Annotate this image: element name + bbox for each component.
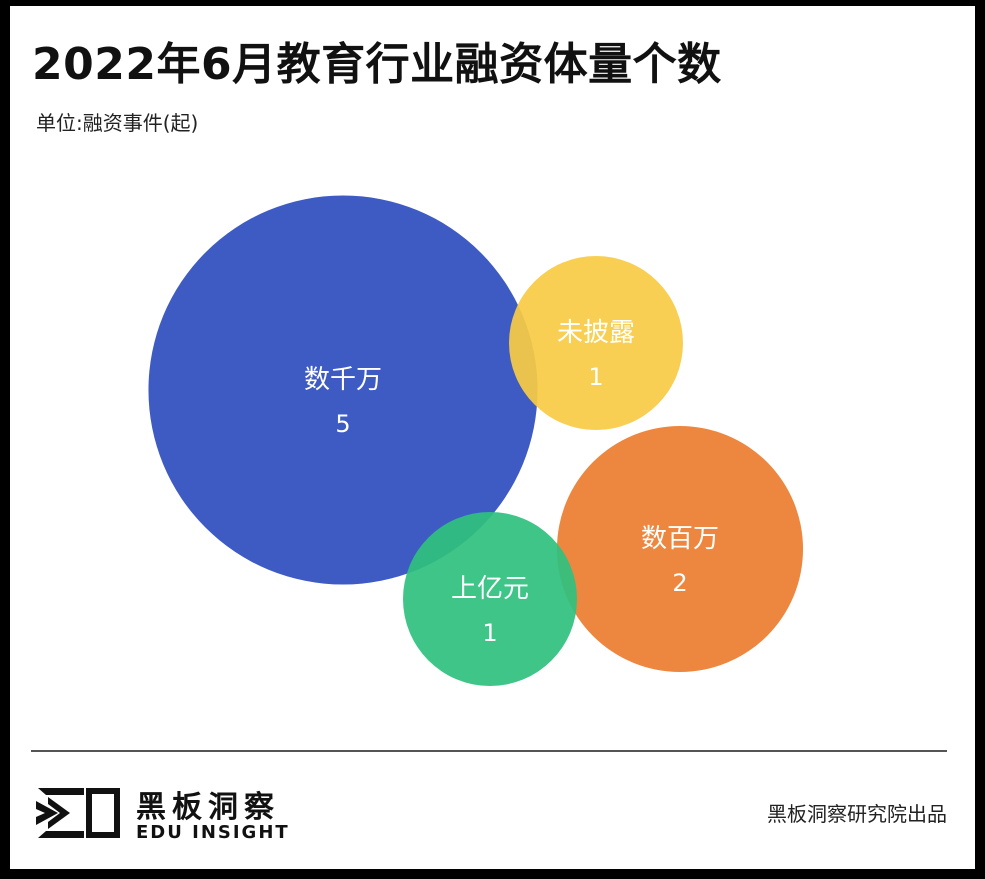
chart-title: 2022年6月教育行业融资体量个数	[32, 39, 722, 90]
bubble-hundred-millions-label: 上亿元	[451, 574, 529, 604]
footer-divider	[31, 750, 947, 752]
bubble-chart: 数千万 5 未披露 1 数百万 2 上亿元 1	[148, 195, 804, 686]
brand-name-en: EDU INSIGHT	[136, 822, 290, 843]
bubble-undisclosed	[509, 256, 683, 430]
bubble-hundred-millions-value: 1	[482, 619, 497, 647]
bubble-millions	[556, 425, 804, 673]
bubble-hundred-millions	[403, 512, 577, 686]
bubble-millions-label: 数百万	[641, 524, 719, 554]
bubble-layer	[148, 195, 804, 686]
bubble-text-layer: 数千万 5 未披露 1 数百万 2 上亿元 1	[304, 318, 719, 647]
brand-logo-icon	[36, 788, 120, 838]
bubble-millions-value: 2	[672, 569, 687, 597]
bubble-thousands-of-ten-thousands	[148, 195, 538, 585]
bubble-undisclosed-value: 1	[588, 363, 603, 391]
bubble-undisclosed-label: 未披露	[557, 318, 635, 348]
brand-name-cn: 黑板洞察	[136, 790, 280, 825]
chart-unit-label: 单位:融资事件(起)	[36, 111, 199, 135]
chart-card: 2022年6月教育行业融资体量个数 单位:融资事件(起) 数千万 5 未披露 1 数百万…	[10, 6, 975, 869]
bubble-thousands-of-ten-thousands-value: 5	[335, 410, 350, 438]
bubble-thousands-of-ten-thousands-label: 数千万	[304, 365, 382, 395]
brand-logo: 黑板洞察 EDU INSIGHT	[34, 782, 294, 846]
source-credit: 黑板洞察研究院出品	[767, 802, 947, 826]
